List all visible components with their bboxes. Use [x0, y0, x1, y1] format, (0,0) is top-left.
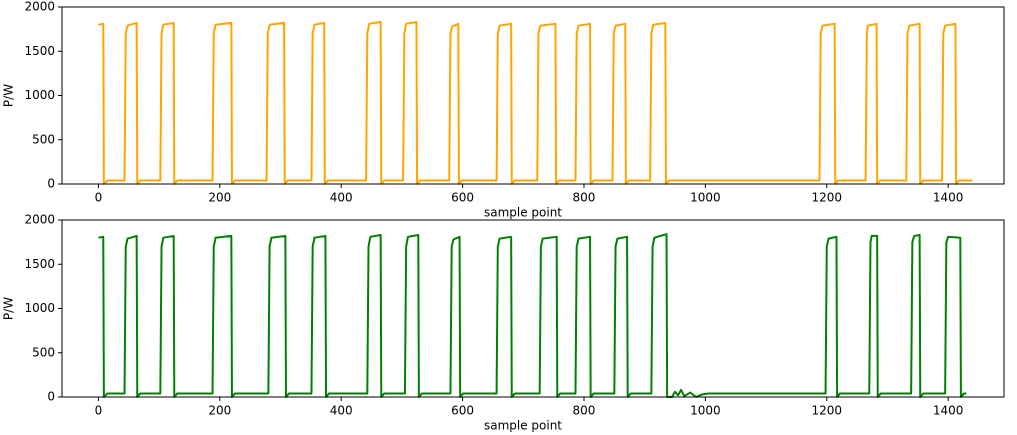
x-tick-label: 600	[451, 404, 474, 418]
x-tick-label: 200	[208, 404, 231, 418]
x-tick-label: 800	[573, 404, 596, 418]
y-tick-label: 500	[32, 345, 55, 359]
x-tick-label: 1400	[933, 404, 964, 418]
x-axis-label: sample point	[484, 419, 562, 433]
x-axis-label: sample point	[484, 206, 562, 220]
y-tick-label: 0	[47, 177, 55, 191]
y-axis-label: P/W	[2, 297, 16, 320]
x-tick-label: 0	[95, 404, 103, 418]
x-tick-label: 1000	[690, 404, 721, 418]
axes-frame	[61, 219, 1005, 398]
x-tick-label: 400	[330, 191, 353, 205]
data-line	[98, 21, 973, 185]
y-tick-label: 0	[47, 390, 55, 404]
x-tick-label: 0	[95, 191, 103, 205]
y-axis-label: P/W	[2, 84, 16, 107]
data-line	[98, 233, 967, 398]
x-tick-label: 600	[451, 191, 474, 205]
y-tick-label: 500	[32, 132, 55, 146]
axes-frame	[61, 6, 1005, 185]
y-tick-label: 2000	[24, 0, 55, 14]
x-tick-label: 1200	[811, 191, 842, 205]
y-tick-label: 1000	[24, 88, 55, 102]
y-tick-label: 1500	[24, 44, 55, 58]
x-tick-label: 200	[208, 191, 231, 205]
x-tick-label: 400	[330, 404, 353, 418]
y-tick-label: 2000	[24, 213, 55, 227]
x-tick-label: 1400	[933, 191, 964, 205]
x-tick-label: 1200	[811, 404, 842, 418]
y-tick-label: 1500	[24, 257, 55, 271]
x-tick-label: 1000	[690, 191, 721, 205]
x-tick-label: 800	[573, 191, 596, 205]
y-tick-label: 1000	[24, 301, 55, 315]
